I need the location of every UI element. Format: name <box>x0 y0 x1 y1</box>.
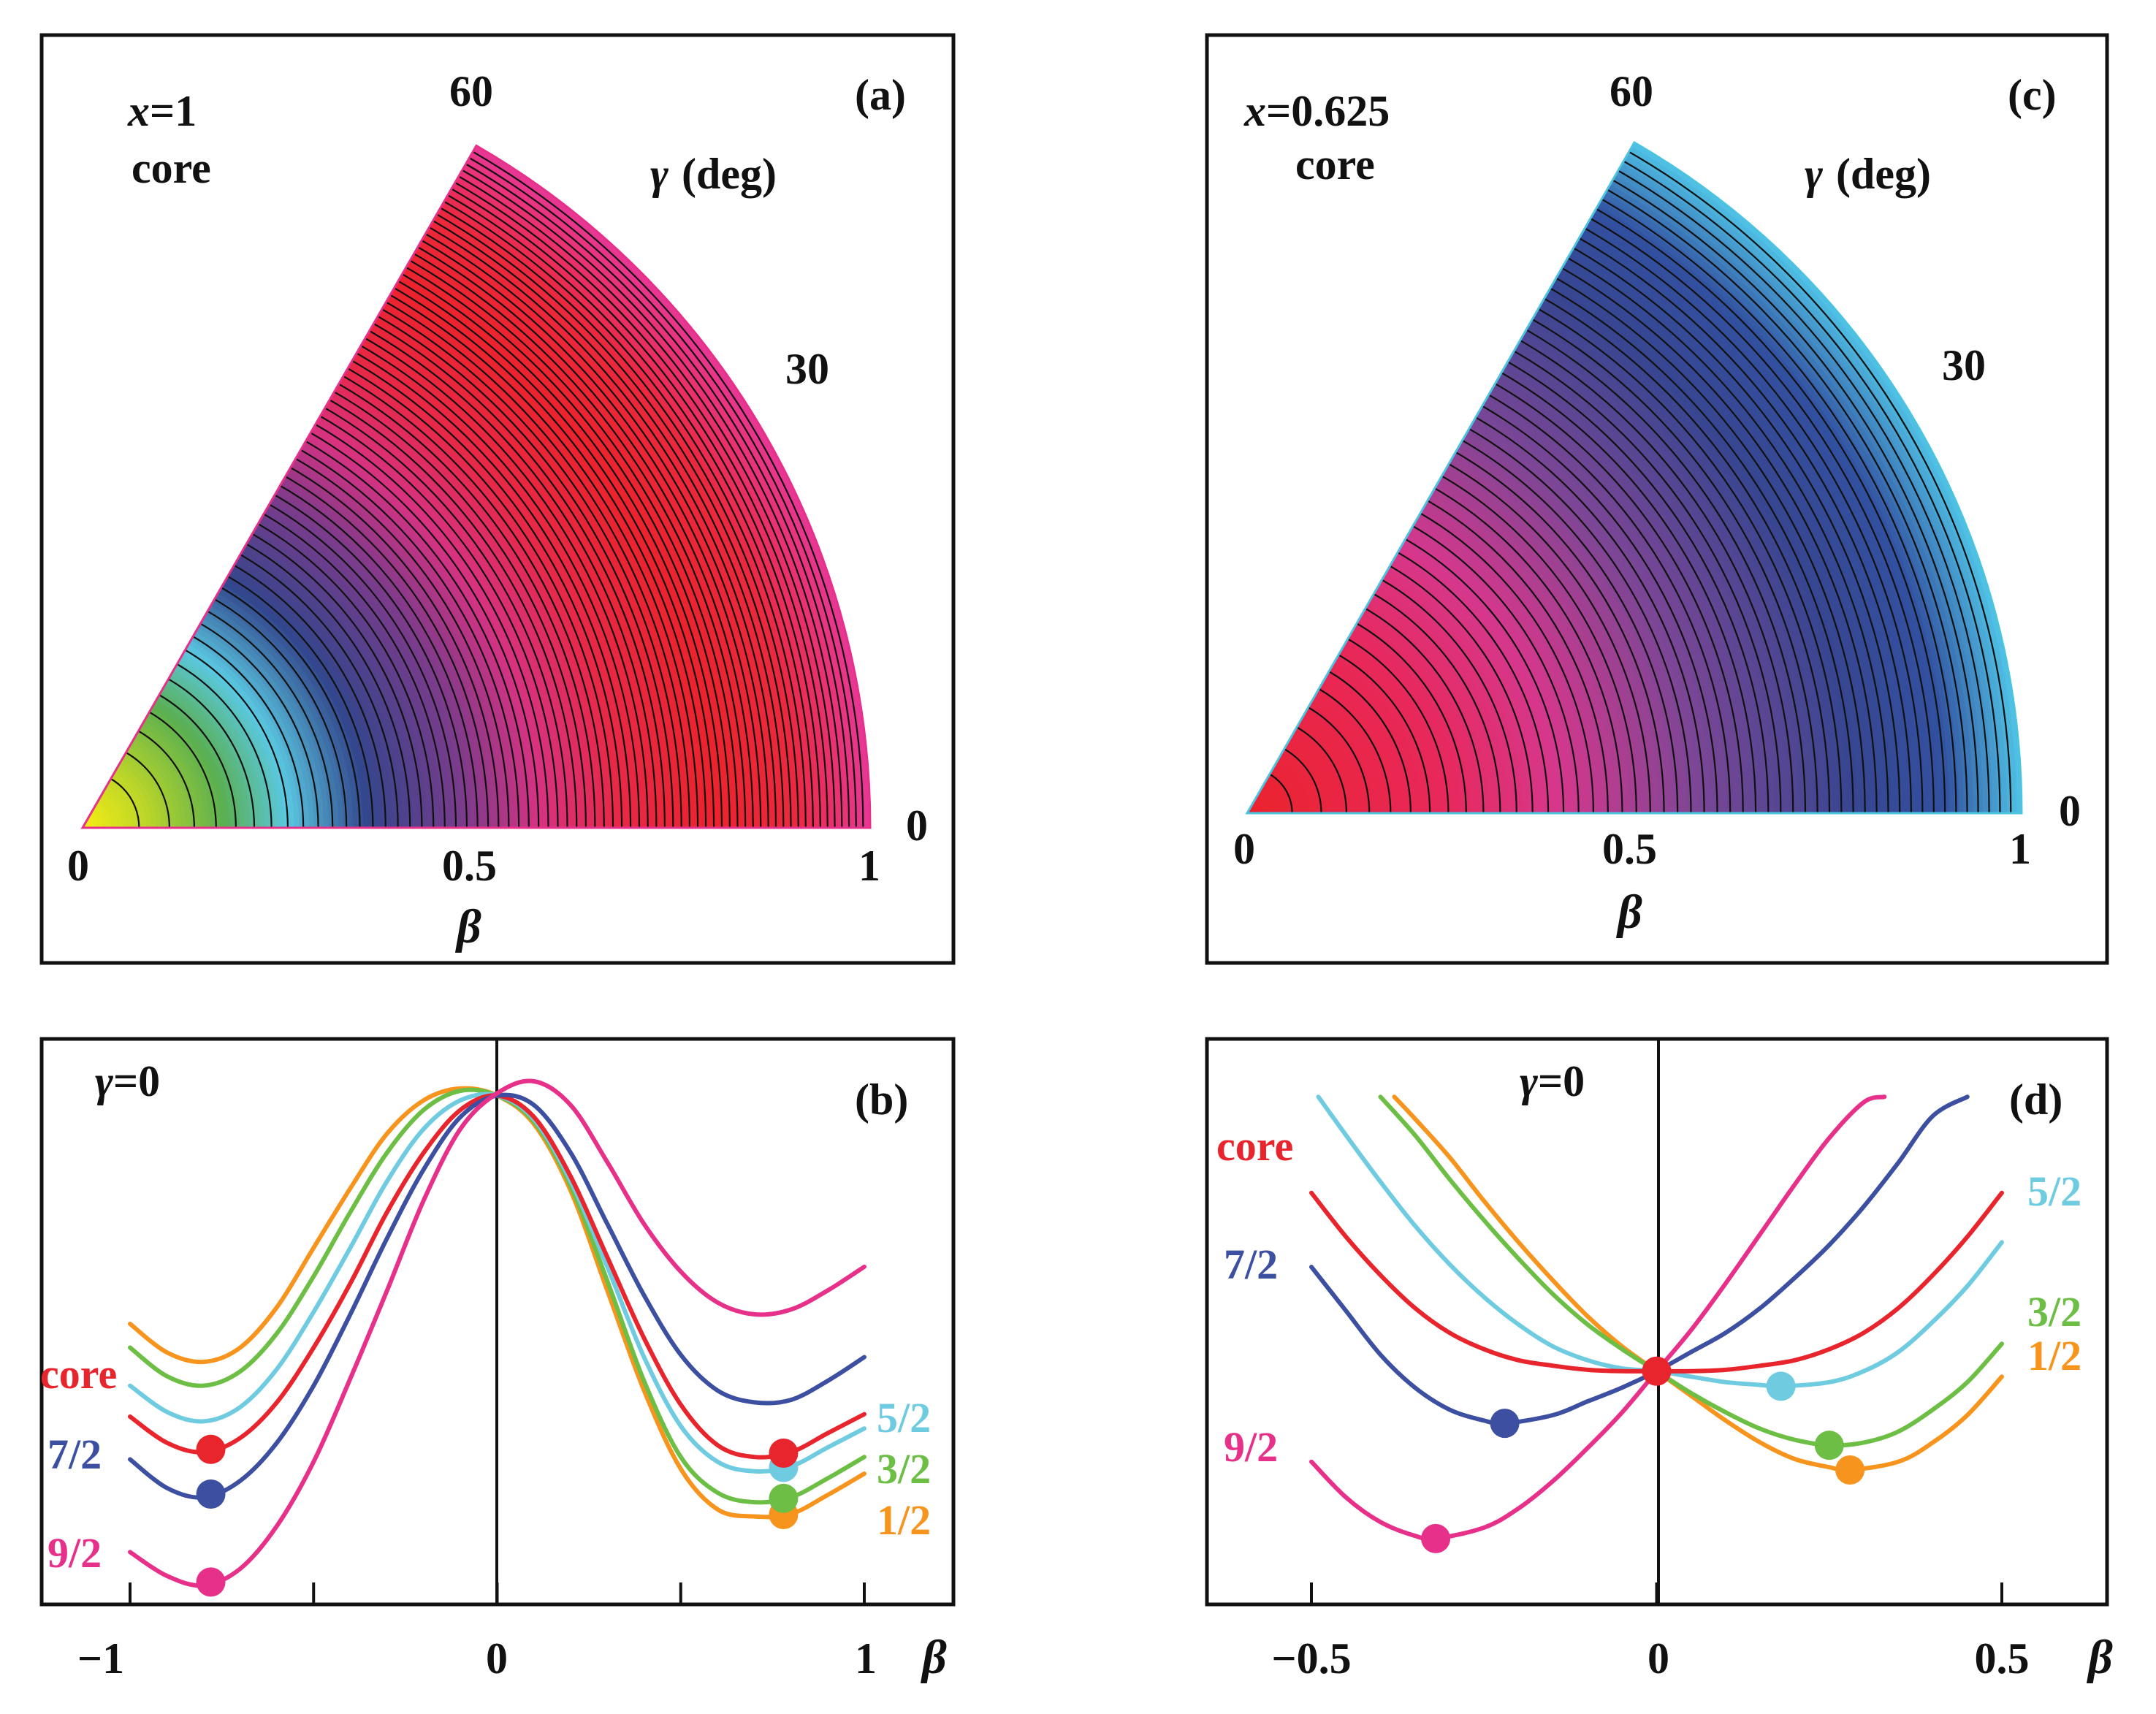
heat-band <box>1247 803 1257 814</box>
panel-b-x-tick--1: −1 <box>77 1634 124 1683</box>
series-line-9-2 <box>128 1078 866 1588</box>
minimum-point-7-2 <box>196 1479 226 1509</box>
series-line-9-2 <box>1309 1094 1887 1542</box>
minimum-point-core <box>1642 1356 1672 1386</box>
panel-c-gamma-tick-0: 0 <box>2059 787 2081 835</box>
panel-a-gamma-label: γ (deg) <box>650 150 777 198</box>
panel-a-gamma-tick-60: 60 <box>449 67 493 115</box>
panel-c-gamma-label: γ (deg) <box>1805 150 1931 198</box>
panel-b-x-tick-0: 0 <box>486 1634 508 1683</box>
panel-a-gamma-tick-30: 30 <box>785 345 829 393</box>
panel-c-tag: (c) <box>2008 71 2057 119</box>
panel-b-curves <box>128 1078 866 1588</box>
panel-d-label-1-2: 1/2 <box>2027 1332 2081 1379</box>
panel-b-label-7-2: 7/2 <box>47 1431 102 1478</box>
panel-d-label-7-2: 7/2 <box>1224 1241 1278 1288</box>
minimum-point-core <box>196 1434 226 1464</box>
panel-b-beta-axis-label: β <box>920 1631 947 1684</box>
panel-c-sub-label: core <box>1295 140 1375 188</box>
series-line-core <box>1309 1190 2004 1374</box>
panel-b-label-9-2: 9/2 <box>47 1529 102 1577</box>
panel-a-gamma-tick-0: 0 <box>906 801 928 850</box>
panel-b-gamma-label: γ=0 <box>95 1057 160 1105</box>
panel-d-x-tick-0: 0 <box>1648 1634 1669 1683</box>
wedge-c-outline <box>1245 140 2023 815</box>
heat-band <box>83 818 93 828</box>
minimum-point-7-2 <box>1490 1409 1520 1439</box>
panel-b-minima <box>196 1434 799 1597</box>
series-line-7-2 <box>1309 1094 1970 1426</box>
panel-d-ticks <box>1310 1582 2003 1604</box>
panel-a-beta-tick-05: 0.5 <box>442 842 497 890</box>
minimum-point-9-2 <box>1421 1523 1451 1553</box>
panel-a-tag: (a) <box>855 71 906 119</box>
minimum-point-9-2 <box>196 1567 226 1597</box>
panel-b-tag: (b) <box>855 1075 908 1124</box>
series-line-1-2 <box>1392 1094 2004 1473</box>
panel-b-label-1-2: 1/2 <box>877 1496 931 1544</box>
panel-c: x=0.625 core (c) γ (deg) 60 30 0 0 0.5 1 … <box>1205 33 2109 965</box>
panel-d-curves <box>1309 1094 2004 1542</box>
minimum-point-1-2 <box>1835 1455 1865 1485</box>
panel-d-label-core: core <box>1216 1122 1293 1170</box>
panel-b-label-5-2: 5/2 <box>877 1394 931 1441</box>
panel-b-ticks <box>129 1582 866 1604</box>
panel-d-tag: (d) <box>2009 1075 2062 1124</box>
minimum-point-5-2 <box>1766 1371 1796 1401</box>
panel-c-beta-axis-label: β <box>1615 885 1642 939</box>
panel-a-beta-axis-label: β <box>454 900 481 953</box>
panel-a-beta-tick-1: 1 <box>858 842 880 890</box>
panel-d-label-3-2: 3/2 <box>2027 1288 2081 1336</box>
panel-b-x-tick-1: 1 <box>855 1634 877 1683</box>
panel-d-x-tick-0.5: 0.5 <box>1975 1634 2030 1683</box>
panel-c-beta-tick-0: 0 <box>1233 825 1255 873</box>
heat-band <box>83 812 98 828</box>
panel-c-x-label: x=0.625 <box>1243 87 1390 135</box>
heat-band <box>1247 799 1262 814</box>
panel-c-frame <box>1205 33 2109 965</box>
panel-b-label-3-2: 3/2 <box>877 1445 931 1493</box>
panel-d-minima <box>1421 1356 1865 1553</box>
panel-b-label-core: core <box>40 1350 117 1398</box>
wedge-a-outline <box>80 144 872 829</box>
series-line-3-2 <box>1378 1094 2004 1448</box>
panel-a-x-label: x=1 <box>127 87 197 135</box>
panel-d-label-5-2: 5/2 <box>2027 1168 2081 1215</box>
panel-d-x-tick--0.5: −0.5 <box>1271 1634 1351 1683</box>
minimum-point-core <box>769 1439 799 1469</box>
panel-d-beta-axis-label: β <box>2086 1631 2113 1684</box>
panel-a-beta-tick-0: 0 <box>67 842 89 890</box>
polar-heatmap-c <box>1247 142 2022 814</box>
panel-c-gamma-tick-30: 30 <box>1942 341 1986 389</box>
minimum-point-3-2 <box>769 1483 799 1513</box>
panel-a: x=1 core (a) γ (deg) 60 30 0 0 0.5 1 β <box>39 33 956 965</box>
panel-c-gamma-tick-60: 60 <box>1610 67 1653 115</box>
panel-a-sub-label: core <box>132 144 211 192</box>
panel-d-gamma-label: γ=0 <box>1520 1057 1585 1105</box>
minimum-point-3-2 <box>1814 1431 1844 1460</box>
panel-b: γ=0 (b) core 7/2 9/2 5/2 3/2 1/2 −1 0 1 … <box>39 1037 956 1684</box>
panel-a-frame <box>39 33 956 965</box>
panel-d-label-9-2: 9/2 <box>1224 1423 1278 1471</box>
panel-d: γ=0 (d) core 7/2 9/2 5/2 3/2 1/2 −0.5 0 … <box>1205 1037 2113 1684</box>
panel-c-beta-tick-05: 0.5 <box>1602 825 1657 873</box>
panel-c-beta-tick-1: 1 <box>2009 825 2031 873</box>
